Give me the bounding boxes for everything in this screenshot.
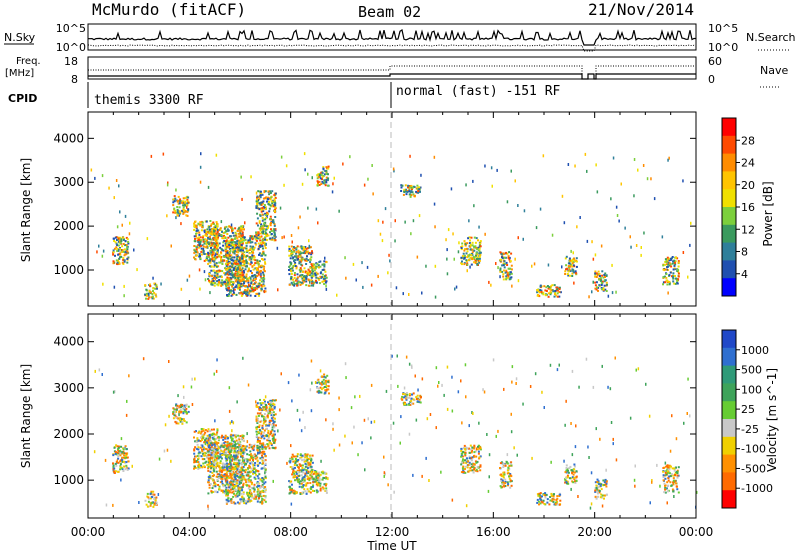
y-tick-label: 3000 bbox=[53, 175, 84, 189]
y-tick-label: 1000 bbox=[53, 263, 84, 277]
colorbar-tick-label: 500 bbox=[741, 364, 762, 377]
nsky-tick-bottom: 10^0 bbox=[56, 41, 86, 54]
power-panel: 4000 3000 2000 1000 Slant Range [km] 28 24 20… bbox=[19, 111, 775, 307]
cpid-segment-2: normal (fast) -151 RF bbox=[396, 84, 561, 99]
velocity-colorbar: 1000 500 100 25 -25 -100 -500 -1000 bbox=[721, 329, 773, 509]
nsearch-series bbox=[87, 44, 697, 52]
power-colorbar-label: Power [dB] bbox=[761, 181, 775, 246]
y-tick-label: 4000 bbox=[53, 131, 84, 145]
velocity-ylabel: Slant Range [km] bbox=[19, 364, 33, 468]
velocity-heatmap bbox=[93, 354, 698, 511]
colorbar-tick-label: 28 bbox=[741, 134, 755, 147]
colorbar-tick-label: 25 bbox=[741, 403, 755, 416]
power-ylabel: Slant Range [km] bbox=[19, 158, 33, 262]
freq-series bbox=[88, 73, 696, 80]
colorbar-tick-label: 12 bbox=[741, 223, 755, 236]
x-axis-label: Time UT bbox=[366, 539, 417, 553]
freq-tick-top: 18 bbox=[64, 55, 78, 68]
nave-label: Nave bbox=[760, 64, 788, 77]
y-tick-label: 3000 bbox=[53, 381, 84, 395]
nave-series bbox=[88, 65, 696, 80]
colorbar-tick-label: 20 bbox=[741, 179, 755, 192]
nsky-series bbox=[88, 29, 696, 46]
nsearch-tick-top: 10^5 bbox=[708, 22, 738, 35]
x-tick-label: 20:00 bbox=[577, 525, 612, 539]
colorbar-tick-label: -100 bbox=[741, 443, 766, 456]
velocity-panel: 4000 3000 2000 1000 Slant Range [km] 1000 50… bbox=[19, 313, 779, 519]
nsky-label: N.Sky bbox=[4, 31, 36, 44]
colorbar-tick-label: 24 bbox=[741, 157, 755, 170]
x-tick-label: 00:00 bbox=[71, 525, 106, 539]
velocity-colorbar-label: Velocity [m s^-1] bbox=[765, 368, 779, 472]
nave-tick-bottom: 0 bbox=[708, 73, 715, 86]
time-axis: 00:00 04:00 08:00 12:00 16:00 20:00 00:00 bbox=[71, 525, 714, 539]
colorbar-tick-label: 4 bbox=[741, 268, 748, 281]
x-tick-label: 08:00 bbox=[273, 525, 308, 539]
y-tick-label: 4000 bbox=[53, 335, 84, 349]
x-tick-label: 16:00 bbox=[476, 525, 511, 539]
colorbar-tick-label: 8 bbox=[741, 246, 748, 259]
colorbar-tick-label: 16 bbox=[741, 201, 755, 214]
power-heatmap bbox=[90, 152, 692, 300]
y-tick-label: 2000 bbox=[53, 219, 84, 233]
x-tick-label: 12:00 bbox=[375, 525, 410, 539]
station-title: McMurdo (fitACF) bbox=[92, 0, 246, 19]
x-tick-label: 00:00 bbox=[679, 525, 714, 539]
cpid-label: CPID bbox=[8, 92, 37, 105]
date-label: 21/Nov/2014 bbox=[588, 0, 694, 19]
cpid-segment-1: themis 3300 RF bbox=[94, 93, 204, 108]
colorbar-tick-label: -500 bbox=[741, 462, 766, 475]
cpid-row: CPID themis 3300 RF normal (fast) -151 R… bbox=[8, 82, 561, 108]
y-tick-label: 1000 bbox=[53, 473, 84, 487]
colorbar-tick-label: -25 bbox=[741, 423, 759, 436]
freq-unit: [MHz] bbox=[5, 68, 34, 79]
beam-label: Beam 02 bbox=[358, 3, 421, 21]
y-tick-label: 2000 bbox=[53, 427, 84, 441]
colorbar-tick-label: -1000 bbox=[741, 482, 773, 495]
freq-panel: Freq. [MHz] 18 8 60 0 Nave bbox=[5, 55, 788, 88]
nsky-tick-top: 10^5 bbox=[56, 22, 86, 35]
freq-label: Freq. bbox=[16, 56, 41, 67]
nsearch-label: N.Search bbox=[746, 31, 796, 44]
nsearch-tick-bottom: 10^0 bbox=[708, 41, 738, 54]
x-tick-label: 04:00 bbox=[172, 525, 207, 539]
colorbar-tick-label: 100 bbox=[741, 383, 762, 396]
nave-tick-top: 60 bbox=[708, 55, 722, 68]
colorbar-tick-label: 1000 bbox=[741, 344, 769, 357]
nsky-panel: N.Sky 10^5 10^0 10^5 10^0 N.Search bbox=[4, 22, 796, 54]
freq-tick-bottom: 8 bbox=[71, 73, 78, 86]
power-colorbar: 28 24 20 16 12 8 4 bbox=[721, 117, 755, 297]
